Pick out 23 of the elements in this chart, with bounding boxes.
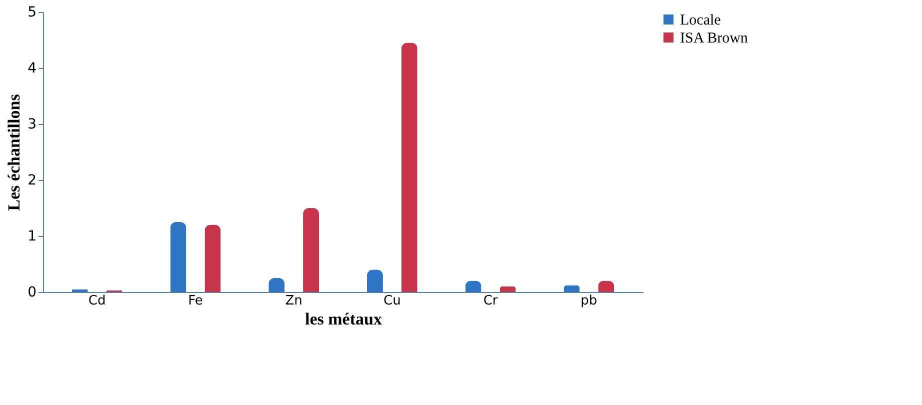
bar (170, 222, 186, 292)
bar (500, 286, 516, 292)
bar (204, 224, 221, 292)
x-tick-label: Fe (188, 294, 203, 308)
bar (401, 42, 418, 292)
bar (564, 285, 580, 292)
x-tick-label: Cd (88, 294, 106, 308)
bar (366, 270, 383, 292)
x-tick-label: Cr (483, 294, 498, 308)
x-tick-label: Zn (285, 294, 302, 308)
x-tick-label: pb (580, 294, 598, 308)
y-tick-label: 0 (28, 284, 36, 300)
legend-label: Locale (680, 12, 722, 28)
x-axis-title: les métaux (305, 310, 382, 328)
y-tick-label: 3 (28, 116, 36, 132)
y-tick-label: 5 (28, 4, 36, 20)
bar (303, 208, 320, 292)
y-tick-label: 4 (28, 60, 37, 76)
y-tick-label: 2 (28, 172, 36, 188)
y-axis-title: Les échantillons (4, 94, 24, 211)
y-tick-label: 1 (28, 228, 36, 244)
legend-label: ISA Brown (680, 30, 748, 46)
x-tick-label: Cu (384, 294, 401, 308)
